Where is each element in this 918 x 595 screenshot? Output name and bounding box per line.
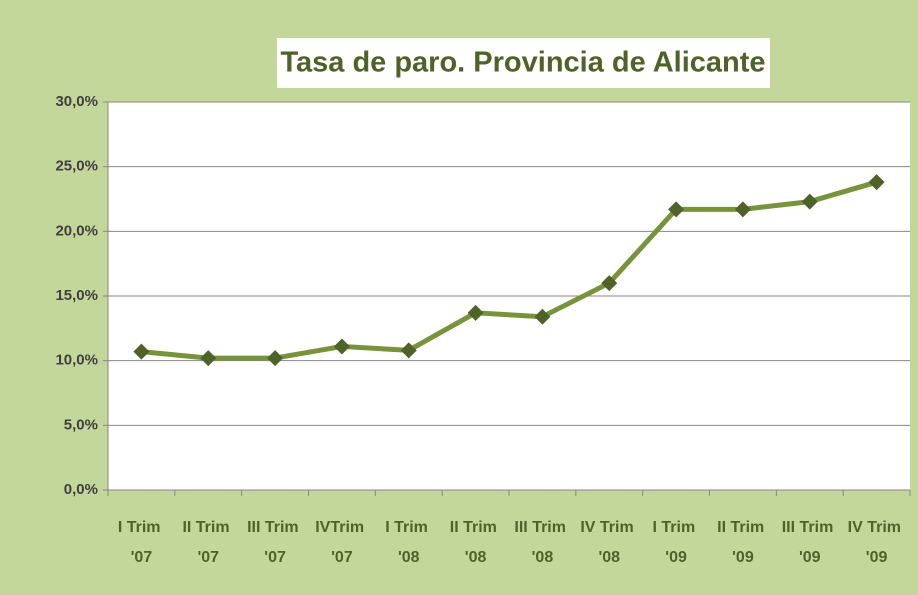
y-tick-label: 0,0% <box>64 481 98 498</box>
y-tick-label: 15,0% <box>55 287 98 304</box>
marker <box>267 350 284 367</box>
marker <box>467 304 484 321</box>
x-tick-label: II Trim '08 <box>450 519 502 566</box>
y-tick-label: 10,0% <box>55 352 98 369</box>
marker <box>534 308 551 325</box>
x-tick-label: III Trim '07 <box>247 519 303 566</box>
x-tick-label: IVTrim '07 <box>315 519 368 566</box>
y-tick-label: 30,0% <box>55 93 98 110</box>
x-tick-label: I Trim '07 <box>118 519 165 566</box>
y-tick-label: 20,0% <box>55 222 98 239</box>
x-tick-label: I Trim '09 <box>653 519 700 566</box>
y-tick-label: 25,0% <box>55 158 98 175</box>
marker <box>400 342 417 359</box>
marker <box>734 201 751 218</box>
x-tick-label: I Trim '08 <box>385 519 432 566</box>
y-tick-label: 5,0% <box>64 416 98 433</box>
marker <box>668 201 685 218</box>
marker <box>801 193 818 210</box>
title-box <box>277 38 770 88</box>
marker <box>868 174 885 191</box>
marker <box>133 343 150 360</box>
line <box>141 179 878 361</box>
x-tick-label: II Trim '07 <box>182 519 234 566</box>
x-tick-label: III Trim '09 <box>782 519 838 566</box>
x-tick-label: III Trim '08 <box>514 519 570 566</box>
chart-title: Tasa de paro. Provincia de Alicante <box>280 47 765 79</box>
x-tick-label: IV Trim '09 <box>848 519 906 566</box>
marker <box>333 338 350 355</box>
x-tick-label: IV Trim '08 <box>580 519 638 566</box>
x-tick-label: II Trim '09 <box>717 519 769 566</box>
marker <box>601 275 618 292</box>
marker <box>200 350 217 367</box>
